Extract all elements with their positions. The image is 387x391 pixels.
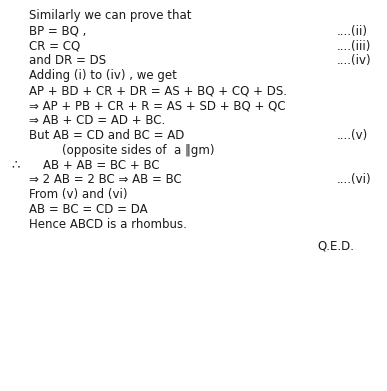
Text: CR = CQ: CR = CQ [29,39,80,53]
Text: ....(vi): ....(vi) [337,173,371,187]
Text: Similarly we can prove that: Similarly we can prove that [29,9,192,22]
Text: ....(ii): ....(ii) [337,25,368,38]
Text: ⇒ 2 AB = 2 BC ⇒ AB = BC: ⇒ 2 AB = 2 BC ⇒ AB = BC [29,173,182,187]
Text: BP = BQ ,: BP = BQ , [29,25,86,38]
Text: ⇒ AB + CD = AD + BC.: ⇒ AB + CD = AD + BC. [29,114,165,127]
Text: ....(iii): ....(iii) [337,39,371,53]
Text: But AB = CD and BC = AD: But AB = CD and BC = AD [29,129,184,142]
Text: ....(v): ....(v) [337,129,368,142]
Text: Adding (i) to (iv) , we get: Adding (i) to (iv) , we get [29,69,177,83]
Text: AB + AB = BC + BC: AB + AB = BC + BC [43,158,159,172]
Text: AP + BD + CR + DR = AS + BQ + CQ + DS.: AP + BD + CR + DR = AS + BQ + CQ + DS. [29,84,287,97]
Text: ⇒ AP + PB + CR + R = AS + SD + BQ + QC: ⇒ AP + PB + CR + R = AS + SD + BQ + QC [29,99,286,112]
Text: Q.E.D.: Q.E.D. [317,240,354,253]
Text: and DR = DS: and DR = DS [29,54,106,68]
Text: From (v) and (vi): From (v) and (vi) [29,188,128,201]
Text: AB = BC = CD = DA: AB = BC = CD = DA [29,203,148,216]
Text: (opposite sides of  a ‖gm): (opposite sides of a ‖gm) [62,143,214,157]
Text: ....(iv): ....(iv) [337,54,371,68]
Text: ∴: ∴ [12,158,20,172]
Text: Hence ABCD is a rhombus.: Hence ABCD is a rhombus. [29,218,187,231]
